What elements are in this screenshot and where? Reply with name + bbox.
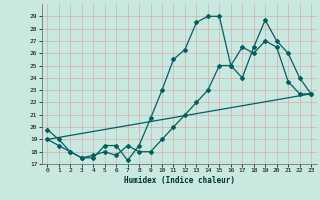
X-axis label: Humidex (Indice chaleur): Humidex (Indice chaleur)	[124, 176, 235, 185]
